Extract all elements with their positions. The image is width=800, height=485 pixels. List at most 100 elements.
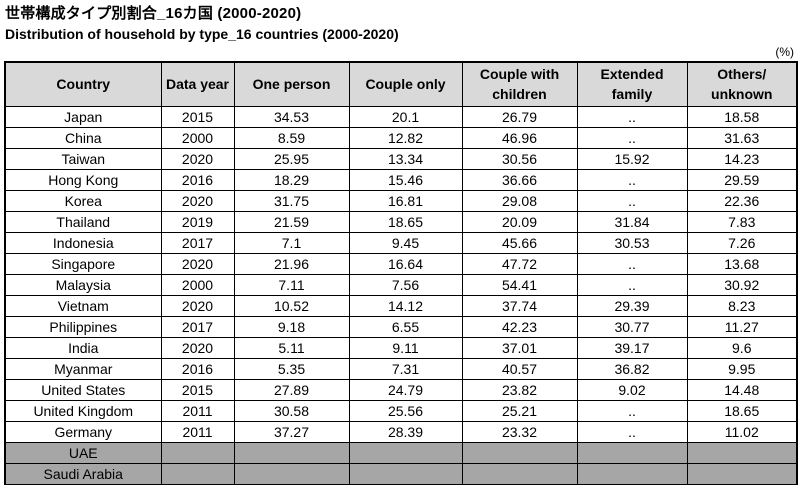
value-cell[interactable]: 21.96: [233, 252, 350, 275]
country-cell[interactable]: Saudi Arabia: [4, 462, 162, 485]
value-cell[interactable]: 26.79: [461, 105, 578, 128]
value-cell[interactable]: [233, 462, 350, 485]
value-cell[interactable]: 5.11: [233, 336, 350, 359]
value-cell[interactable]: ..: [576, 420, 688, 443]
value-cell[interactable]: 2016: [160, 357, 235, 380]
value-cell[interactable]: 25.95: [233, 147, 350, 170]
value-cell[interactable]: 30.92: [686, 273, 798, 296]
value-cell[interactable]: 31.75: [233, 189, 350, 212]
value-cell[interactable]: 2011: [160, 399, 235, 422]
value-cell[interactable]: 21.59: [233, 210, 350, 233]
value-cell[interactable]: 9.95: [686, 357, 798, 380]
value-cell[interactable]: 7.56: [348, 273, 463, 296]
value-cell[interactable]: ..: [576, 273, 688, 296]
value-cell[interactable]: 2019: [160, 210, 235, 233]
value-cell[interactable]: 2016: [160, 168, 235, 191]
country-cell[interactable]: Taiwan: [4, 147, 162, 170]
value-cell[interactable]: 16.64: [348, 252, 463, 275]
value-cell[interactable]: 2020: [160, 294, 235, 317]
value-cell[interactable]: ..: [576, 168, 688, 191]
value-cell[interactable]: [461, 441, 578, 464]
value-cell[interactable]: 2011: [160, 420, 235, 443]
value-cell[interactable]: 23.32: [461, 420, 578, 443]
value-cell[interactable]: 2015: [160, 105, 235, 128]
value-cell[interactable]: 13.34: [348, 147, 463, 170]
column-header-couple-with-children[interactable]: Couple with children: [461, 61, 578, 107]
value-cell[interactable]: [233, 441, 350, 464]
country-cell[interactable]: Myanmar: [4, 357, 162, 380]
value-cell[interactable]: ..: [576, 189, 688, 212]
value-cell[interactable]: 5.35: [233, 357, 350, 380]
value-cell[interactable]: 2017: [160, 231, 235, 254]
country-cell[interactable]: Philippines: [4, 315, 162, 338]
value-cell[interactable]: 30.53: [576, 231, 688, 254]
value-cell[interactable]: 29.08: [461, 189, 578, 212]
value-cell[interactable]: 34.53: [233, 105, 350, 128]
value-cell[interactable]: [348, 462, 463, 485]
value-cell[interactable]: 18.65: [686, 399, 798, 422]
value-cell[interactable]: 40.57: [461, 357, 578, 380]
value-cell[interactable]: [348, 441, 463, 464]
value-cell[interactable]: 29.59: [686, 168, 798, 191]
value-cell[interactable]: 37.74: [461, 294, 578, 317]
value-cell[interactable]: 28.39: [348, 420, 463, 443]
value-cell[interactable]: ..: [576, 105, 688, 128]
column-header-others-unknown[interactable]: Others/ unknown: [686, 61, 798, 107]
country-cell[interactable]: UAE: [4, 441, 162, 464]
value-cell[interactable]: 54.41: [461, 273, 578, 296]
value-cell[interactable]: 9.11: [348, 336, 463, 359]
value-cell[interactable]: 7.83: [686, 210, 798, 233]
column-header-country[interactable]: Country: [4, 61, 162, 107]
value-cell[interactable]: [160, 441, 235, 464]
value-cell[interactable]: 15.92: [576, 147, 688, 170]
value-cell[interactable]: 14.23: [686, 147, 798, 170]
value-cell[interactable]: 12.82: [348, 126, 463, 149]
value-cell[interactable]: 20.1: [348, 105, 463, 128]
value-cell[interactable]: 11.02: [686, 420, 798, 443]
value-cell[interactable]: 36.82: [576, 357, 688, 380]
value-cell[interactable]: [576, 441, 688, 464]
value-cell[interactable]: 42.23: [461, 315, 578, 338]
country-cell[interactable]: United States: [4, 378, 162, 401]
value-cell[interactable]: 31.84: [576, 210, 688, 233]
value-cell[interactable]: 2020: [160, 252, 235, 275]
value-cell[interactable]: 2020: [160, 336, 235, 359]
value-cell[interactable]: 46.96: [461, 126, 578, 149]
value-cell[interactable]: [686, 441, 798, 464]
value-cell[interactable]: 37.27: [233, 420, 350, 443]
value-cell[interactable]: ..: [576, 399, 688, 422]
value-cell[interactable]: 2020: [160, 189, 235, 212]
value-cell[interactable]: 13.68: [686, 252, 798, 275]
value-cell[interactable]: 14.48: [686, 378, 798, 401]
country-cell[interactable]: Hong Kong: [4, 168, 162, 191]
value-cell[interactable]: 18.29: [233, 168, 350, 191]
value-cell[interactable]: 22.36: [686, 189, 798, 212]
value-cell[interactable]: 2017: [160, 315, 235, 338]
country-cell[interactable]: United Kingdom: [4, 399, 162, 422]
country-cell[interactable]: Germany: [4, 420, 162, 443]
value-cell[interactable]: [461, 462, 578, 485]
value-cell[interactable]: 39.17: [576, 336, 688, 359]
value-cell[interactable]: [576, 462, 688, 485]
country-cell[interactable]: India: [4, 336, 162, 359]
value-cell[interactable]: 2000: [160, 273, 235, 296]
value-cell[interactable]: 45.66: [461, 231, 578, 254]
value-cell[interactable]: 47.72: [461, 252, 578, 275]
value-cell[interactable]: 25.56: [348, 399, 463, 422]
value-cell[interactable]: 7.1: [233, 231, 350, 254]
country-cell[interactable]: Japan: [4, 105, 162, 128]
value-cell[interactable]: 14.12: [348, 294, 463, 317]
value-cell[interactable]: 9.18: [233, 315, 350, 338]
country-cell[interactable]: China: [4, 126, 162, 149]
value-cell[interactable]: 25.21: [461, 399, 578, 422]
value-cell[interactable]: 37.01: [461, 336, 578, 359]
value-cell[interactable]: 9.02: [576, 378, 688, 401]
value-cell[interactable]: 9.45: [348, 231, 463, 254]
value-cell[interactable]: 15.46: [348, 168, 463, 191]
value-cell[interactable]: 24.79: [348, 378, 463, 401]
country-cell[interactable]: Vietnam: [4, 294, 162, 317]
value-cell[interactable]: 7.31: [348, 357, 463, 380]
value-cell[interactable]: 11.27: [686, 315, 798, 338]
country-cell[interactable]: Korea: [4, 189, 162, 212]
value-cell[interactable]: 6.55: [348, 315, 463, 338]
